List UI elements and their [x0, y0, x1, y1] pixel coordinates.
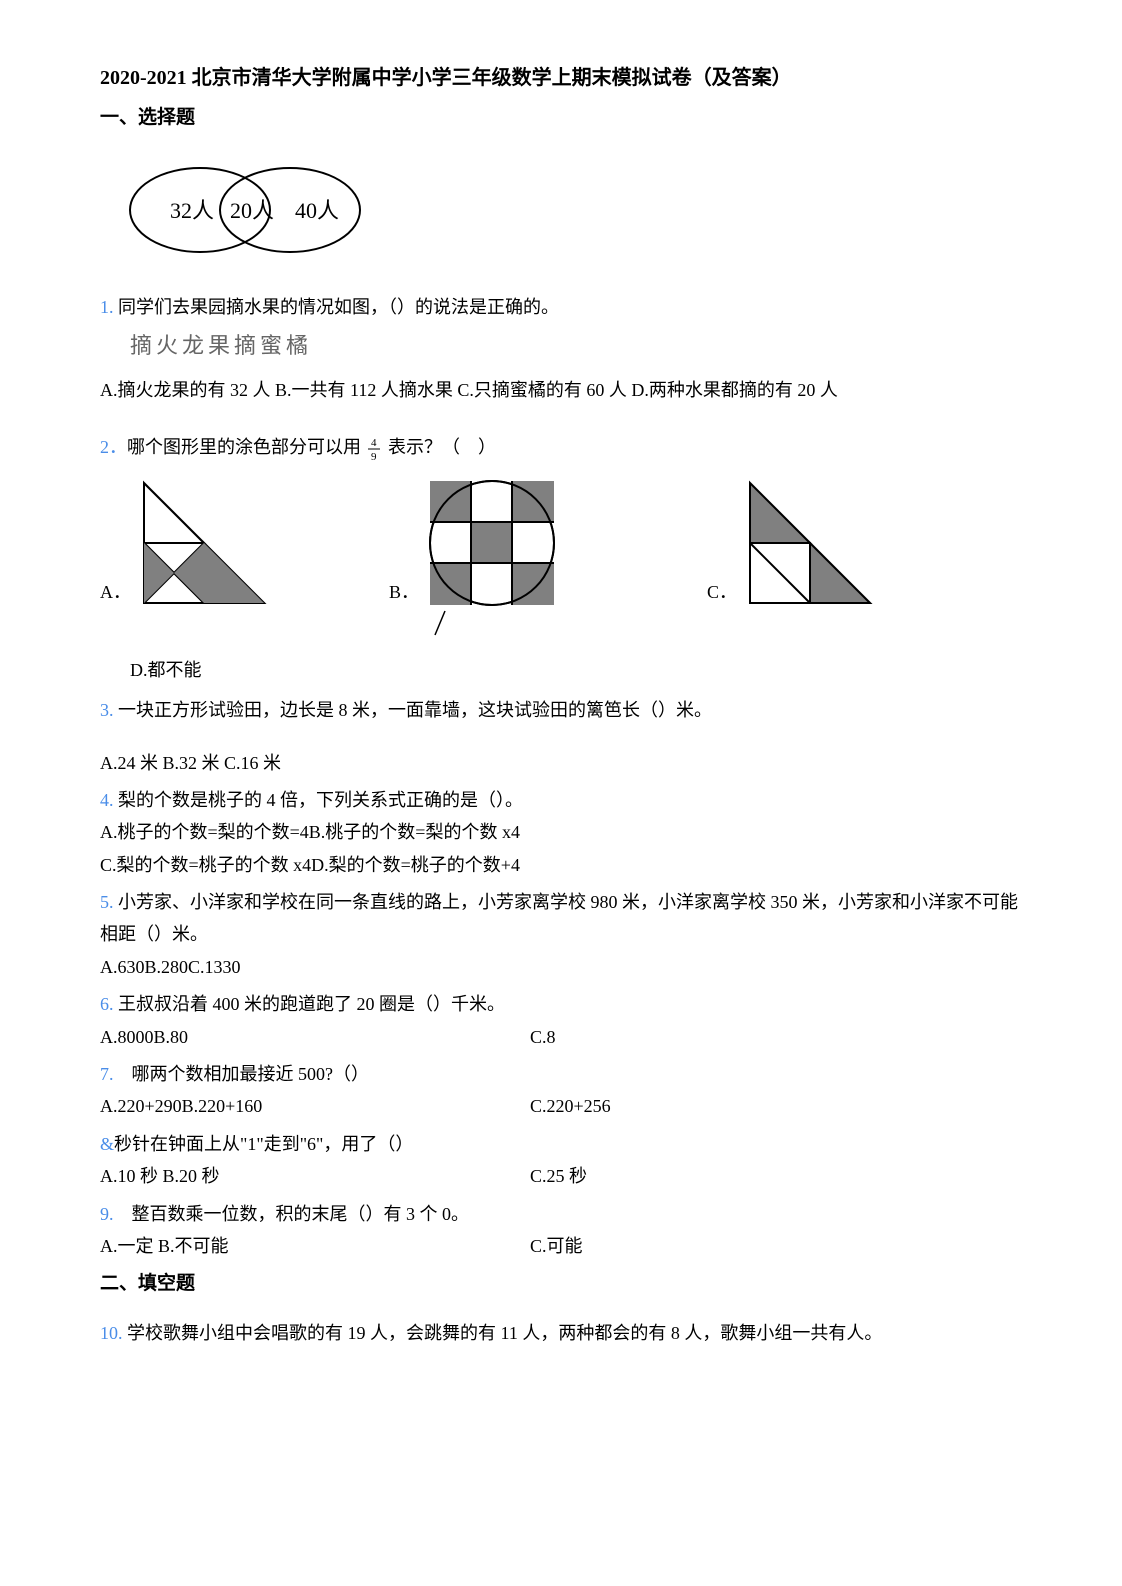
q10-text: 10. 学校歌舞小组中会唱歌的有 19 人，会跳舞的有 11 人，两种都会的有 …	[100, 1317, 1022, 1349]
q7-num: 7.	[100, 1064, 132, 1084]
q8-amp: &	[100, 1134, 114, 1154]
q2-shape-a: A．	[100, 478, 269, 608]
q8-opts-left: A.10 秒 B.20 秒	[100, 1160, 530, 1192]
page-title: 2020-2021 北京市清华大学附属中学小学三年级数学上期末模拟试卷（及答案）	[100, 60, 1022, 96]
q4-line1: A.桃子的个数=梨的个数=4B.桃子的个数=梨的个数 x4	[100, 816, 1022, 848]
venn-right-text: 40人	[295, 198, 339, 223]
q1-text: 1. 同学们去果园摘水果的情况如图，（）的说法是正确的。	[100, 291, 1022, 323]
q8-options: A.10 秒 B.20 秒 C.25 秒	[100, 1160, 1022, 1192]
q5-text: 5. 小芳家、小洋家和学校在同一条直线的路上，小芳家离学校 980 米，小洋家离…	[100, 886, 1022, 951]
q10-num: 10.	[100, 1323, 123, 1343]
q2-shapes-row: A． B．	[100, 478, 1022, 608]
venn-left-text: 32人	[170, 198, 214, 223]
section-1-header: 一、选择题	[100, 101, 1022, 135]
q6-body: 王叔叔沿着 400 米的跑道跑了 20 圈是（）千米。	[114, 994, 506, 1014]
q1-options: A.摘火龙果的有 32 人 B.一共有 112 人摘水果 C.只摘蜜橘的有 60…	[100, 374, 1022, 406]
q1-body: 同学们去果园摘水果的情况如图，（）的说法是正确的。	[114, 297, 560, 317]
q8-body: 秒针在钟面上从"1"走到"6"，用了（）	[114, 1134, 413, 1154]
q2-body1: 哪个图形里的涂色部分可以用	[127, 437, 361, 457]
q7-opts-right: C.220+256	[530, 1090, 1022, 1122]
section-2-header: 二、填空题	[100, 1267, 1022, 1301]
q4-text: 4. 梨的个数是桃子的 4 倍，下列关系式正确的是（）。	[100, 784, 1022, 816]
q9-num: 9.	[100, 1204, 132, 1224]
q2-label-a: A．	[100, 576, 131, 608]
q6-opts-left: A.8000B.80	[100, 1021, 530, 1053]
q2-option-d: D.都不能	[130, 654, 1022, 686]
q9-opts-left: A.一定 B.不可能	[100, 1230, 530, 1262]
q2-shape-c: C．	[707, 478, 875, 608]
q5-body: 小芳家、小洋家和学校在同一条直线的路上，小芳家离学校 980 米，小洋家离学校 …	[100, 892, 1018, 944]
slash-mark	[430, 608, 1022, 648]
q4-body: 梨的个数是桃子的 4 倍，下列关系式正确的是（）。	[114, 790, 524, 810]
q7-opts-left: A.220+290B.220+160	[100, 1090, 530, 1122]
q2-label-c: C．	[707, 576, 737, 608]
q2-text: 2．哪个图形里的涂色部分可以用 4 9 表示？（ ）	[100, 431, 1022, 463]
q3-text: 3. 一块正方形试验田，边长是 8 米，一面靠墙，这块试验田的篱笆长（）米。	[100, 694, 1022, 726]
q6-options: A.8000B.80 C.8	[100, 1021, 1022, 1053]
q9-opts-right: C.可能	[530, 1230, 1022, 1262]
q6-opts-right: C.8	[530, 1021, 1022, 1053]
q3-num: 3.	[100, 700, 114, 720]
q6-num: 6.	[100, 994, 114, 1014]
q4-line2: C.梨的个数=桃子的个数 x4D.梨的个数=桃子的个数+4	[100, 849, 1022, 881]
q7-body: 哪两个数相加最接近 500?（）	[132, 1064, 370, 1084]
q1-subtitle: 摘火龙果摘蜜橘	[130, 326, 1022, 366]
svg-text:9: 9	[371, 451, 377, 462]
q1-num: 1.	[100, 297, 114, 317]
svg-text:4: 4	[371, 437, 377, 449]
q3-body: 一块正方形试验田，边长是 8 米，一面靠墙，这块试验田的篱笆长（）米。	[114, 700, 713, 720]
fraction-icon: 4 9	[366, 436, 384, 462]
q2-body2: 表示？（ ）	[388, 437, 496, 457]
q9-body: 整百数乘一位数，积的末尾（）有 3 个 0。	[132, 1204, 470, 1224]
q10-body: 学校歌舞小组中会唱歌的有 19 人，会跳舞的有 11 人，两种都会的有 8 人，…	[123, 1323, 883, 1343]
q5-num: 5.	[100, 892, 114, 912]
q5-options: A.630B.280C.1330	[100, 951, 1022, 983]
q7-text: 7. 哪两个数相加最接近 500?（）	[100, 1058, 1022, 1090]
q4-num: 4.	[100, 790, 114, 810]
q9-text: 9. 整百数乘一位数，积的末尾（）有 3 个 0。	[100, 1198, 1022, 1230]
q3-options: A.24 米 B.32 米 C.16 米	[100, 747, 1022, 779]
q2-label-b: B．	[389, 576, 419, 608]
venn-mid-text: 20人	[230, 198, 274, 223]
q7-options: A.220+290B.220+160 C.220+256	[100, 1090, 1022, 1122]
q2-num: 2．	[100, 437, 127, 457]
q2-shape-b: B．	[389, 478, 557, 608]
q9-options: A.一定 B.不可能 C.可能	[100, 1230, 1022, 1262]
venn-diagram: 32人 20人 40人	[120, 155, 1022, 275]
q6-text: 6. 王叔叔沿着 400 米的跑道跑了 20 圈是（）千米。	[100, 988, 1022, 1020]
q8-text: &秒针在钟面上从"1"走到"6"，用了（）	[100, 1128, 1022, 1160]
q8-opts-right: C.25 秒	[530, 1160, 1022, 1192]
